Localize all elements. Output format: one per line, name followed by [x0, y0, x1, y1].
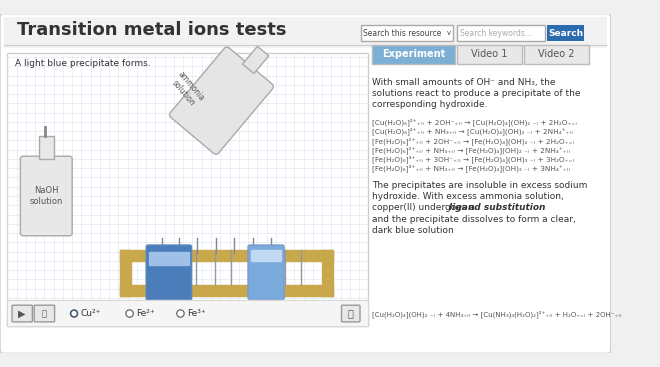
- FancyBboxPatch shape: [20, 156, 72, 236]
- FancyBboxPatch shape: [248, 245, 284, 299]
- FancyBboxPatch shape: [361, 25, 453, 41]
- Bar: [251, 250, 281, 261]
- Text: solutions react to produce a precipitate of the: solutions react to produce a precipitate…: [372, 89, 581, 98]
- Text: NaOH
solution: NaOH solution: [30, 186, 63, 206]
- FancyBboxPatch shape: [12, 305, 32, 322]
- FancyBboxPatch shape: [7, 52, 368, 326]
- Text: Transition metal ions tests: Transition metal ions tests: [16, 21, 286, 39]
- Text: [Cu(H₂O)₄](OH)₂ ₋₍ + 4NH₃₊₎₎ → [Cu(NH₃)₄(H₂O)₂]²⁺₊₎₎ + H₂O₊₌₎ + 2OH⁻₊₎₎: [Cu(H₂O)₄](OH)₂ ₋₍ + 4NH₃₊₎₎ → [Cu(NH₃)₄…: [372, 310, 622, 318]
- Text: ▶: ▶: [18, 309, 26, 319]
- Bar: [7, 299, 368, 326]
- FancyBboxPatch shape: [39, 136, 53, 159]
- Text: [Fe(H₂O)₆]³⁺₊₎₎ + NH₃₊₎₎ → [Fe(H₂O)₄](OH)₃ ₋₍ + 3NH₄⁺₊₎₎: [Fe(H₂O)₆]³⁺₊₎₎ + NH₃₊₎₎ → [Fe(H₂O)₄](OH…: [372, 164, 570, 172]
- Text: [Fe(H₂O)₆]²⁺₊₎₎ + NH₃₊₎₎ → [Fe(H₂O)₄](OH)₂ ₋₍ + 2NH₄⁺₊₎₎: [Fe(H₂O)₆]²⁺₊₎₎ + NH₃₊₎₎ → [Fe(H₂O)₄](OH…: [372, 146, 570, 154]
- FancyBboxPatch shape: [457, 45, 522, 63]
- FancyBboxPatch shape: [242, 46, 269, 73]
- Text: Video 2: Video 2: [538, 50, 574, 59]
- Text: Experiment: Experiment: [382, 50, 446, 59]
- Text: corresponding hydroxide.: corresponding hydroxide.: [372, 100, 488, 109]
- Circle shape: [72, 312, 76, 315]
- FancyBboxPatch shape: [341, 305, 360, 322]
- Bar: [120, 250, 131, 296]
- Text: Fe³⁺: Fe³⁺: [187, 309, 205, 318]
- Circle shape: [71, 310, 78, 317]
- Text: v: v: [447, 30, 451, 36]
- FancyBboxPatch shape: [524, 45, 589, 63]
- Bar: [120, 250, 333, 261]
- Text: Cu²⁺: Cu²⁺: [81, 309, 101, 318]
- FancyBboxPatch shape: [547, 25, 584, 41]
- FancyBboxPatch shape: [457, 25, 545, 41]
- FancyBboxPatch shape: [372, 45, 455, 63]
- Bar: [7, 299, 368, 326]
- Circle shape: [126, 310, 133, 317]
- Text: dark blue solution: dark blue solution: [372, 226, 454, 235]
- Text: Search: Search: [548, 29, 583, 37]
- Text: ⛶: ⛶: [348, 309, 354, 319]
- Text: ⏮: ⏮: [42, 309, 47, 318]
- Circle shape: [177, 310, 184, 317]
- Text: and the precipitate dissolves to form a clear,: and the precipitate dissolves to form a …: [372, 214, 576, 224]
- Text: [Fe(H₂O)₆]³⁺₊₎₎ + 3OH⁻₊₎₎ → [Fe(H₂O)₄](OH)₃ ₋₍ + 3H₂O₊₌₎: [Fe(H₂O)₆]³⁺₊₎₎ + 3OH⁻₊₎₎ → [Fe(H₂O)₄](O…: [372, 155, 574, 163]
- FancyBboxPatch shape: [170, 47, 273, 155]
- FancyBboxPatch shape: [4, 17, 607, 48]
- FancyBboxPatch shape: [147, 245, 191, 318]
- Text: Fe²⁺: Fe²⁺: [136, 309, 154, 318]
- Text: ligand substitution: ligand substitution: [449, 203, 545, 212]
- Text: [Cu(H₂O)₆]²⁺₊₎₎ + NH₃₊₎₎ → [Cu(H₂O)₄](OH)₂ ₋₍ + 2NH₄⁺₊₎₎: [Cu(H₂O)₆]²⁺₊₎₎ + NH₃₊₎₎ → [Cu(H₂O)₄](OH…: [372, 127, 573, 135]
- Text: [Fe(H₂O)₆]²⁺₊₎₎ + 2OH⁻₊₎₎ → [Fe(H₂O)₄](OH)₂ ₋₍ + 2H₂O₊₌₎: [Fe(H₂O)₆]²⁺₊₎₎ + 2OH⁻₊₎₎ → [Fe(H₂O)₄](O…: [372, 137, 574, 145]
- Bar: [7, 315, 368, 326]
- Text: [Cu(H₂O)₆]²⁺₊₎₎ + 2OH⁻₊₎₎ → [Cu(H₂O)₄](OH)₂ ₋₍ + 2H₂O₊₌₎: [Cu(H₂O)₆]²⁺₊₎₎ + 2OH⁻₊₎₎ → [Cu(H₂O)₄](O…: [372, 118, 577, 126]
- Bar: [120, 285, 333, 296]
- Text: Video 1: Video 1: [471, 50, 508, 59]
- Text: A light blue precipitate forms.: A light blue precipitate forms.: [15, 59, 150, 68]
- Text: copper(II) undergoes a: copper(II) undergoes a: [372, 203, 478, 212]
- FancyBboxPatch shape: [0, 14, 610, 353]
- Bar: [322, 250, 333, 296]
- Text: hydroxide. With excess ammonia solution,: hydroxide. With excess ammonia solution,: [372, 192, 564, 201]
- Text: With small amounts of OH⁻ and NH₃, the: With small amounts of OH⁻ and NH₃, the: [372, 77, 556, 87]
- Bar: [149, 251, 189, 265]
- FancyBboxPatch shape: [34, 305, 55, 322]
- Text: ammonia
solution: ammonia solution: [168, 69, 206, 110]
- Text: The precipitates are insoluble in excess sodium: The precipitates are insoluble in excess…: [372, 181, 587, 190]
- Text: Search keywords...: Search keywords...: [460, 29, 532, 37]
- Text: Search this resource: Search this resource: [363, 29, 441, 37]
